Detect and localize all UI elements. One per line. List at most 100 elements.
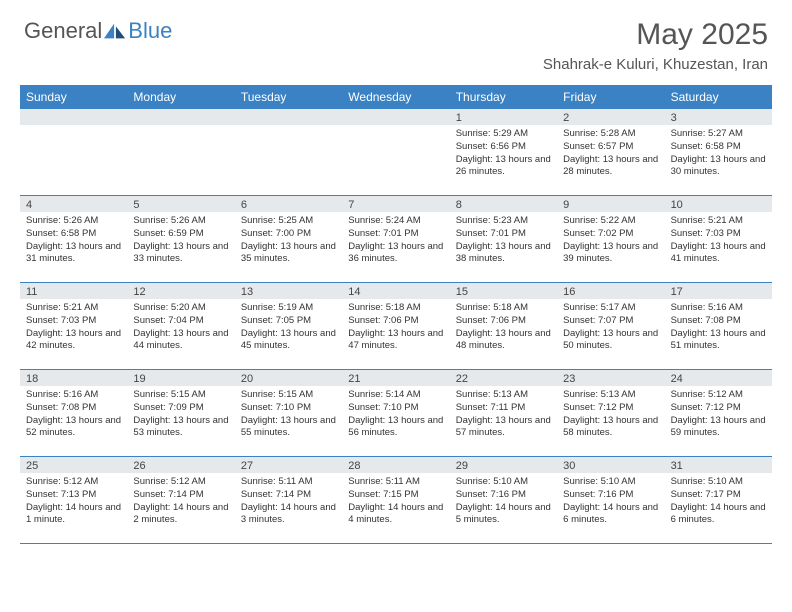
day-details: Sunrise: 5:17 AMSunset: 7:07 PMDaylight:…: [557, 299, 664, 357]
dow-friday: Friday: [557, 85, 664, 109]
day-number: 5: [127, 196, 234, 212]
day-details: Sunrise: 5:16 AMSunset: 7:08 PMDaylight:…: [20, 386, 127, 444]
sunrise-text: Sunrise: 5:26 AM: [133, 215, 228, 228]
dow-saturday: Saturday: [665, 85, 772, 109]
sunset-text: Sunset: 7:09 PM: [133, 402, 228, 415]
daylight-text: Daylight: 13 hours and 52 minutes.: [26, 415, 121, 441]
day-details: Sunrise: 5:10 AMSunset: 7:17 PMDaylight:…: [665, 473, 772, 531]
day-number: 15: [450, 283, 557, 299]
sunset-text: Sunset: 6:57 PM: [563, 141, 658, 154]
sunset-text: Sunset: 6:58 PM: [26, 228, 121, 241]
day-number: [127, 109, 234, 125]
daylight-text: Daylight: 14 hours and 6 minutes.: [563, 502, 658, 528]
daylight-text: Daylight: 13 hours and 35 minutes.: [241, 241, 336, 267]
day-number: 13: [235, 283, 342, 299]
day-cell: [127, 109, 234, 195]
day-details: Sunrise: 5:14 AMSunset: 7:10 PMDaylight:…: [342, 386, 449, 444]
day-cell: 23Sunrise: 5:13 AMSunset: 7:12 PMDayligh…: [557, 370, 664, 456]
sunset-text: Sunset: 7:02 PM: [563, 228, 658, 241]
dow-monday: Monday: [127, 85, 234, 109]
sunrise-text: Sunrise: 5:12 AM: [671, 389, 766, 402]
day-details: Sunrise: 5:16 AMSunset: 7:08 PMDaylight:…: [665, 299, 772, 357]
sunrise-text: Sunrise: 5:21 AM: [671, 215, 766, 228]
day-details: Sunrise: 5:26 AMSunset: 6:59 PMDaylight:…: [127, 212, 234, 270]
day-number: 10: [665, 196, 772, 212]
day-cell: 7Sunrise: 5:24 AMSunset: 7:01 PMDaylight…: [342, 196, 449, 282]
sunrise-text: Sunrise: 5:20 AM: [133, 302, 228, 315]
sunset-text: Sunset: 7:13 PM: [26, 489, 121, 502]
month-title: May 2025: [543, 18, 768, 52]
day-details: Sunrise: 5:20 AMSunset: 7:04 PMDaylight:…: [127, 299, 234, 357]
day-cell: 31Sunrise: 5:10 AMSunset: 7:17 PMDayligh…: [665, 457, 772, 543]
day-number: 20: [235, 370, 342, 386]
day-details: Sunrise: 5:28 AMSunset: 6:57 PMDaylight:…: [557, 125, 664, 183]
sunset-text: Sunset: 7:05 PM: [241, 315, 336, 328]
sunrise-text: Sunrise: 5:18 AM: [456, 302, 551, 315]
day-cell: 10Sunrise: 5:21 AMSunset: 7:03 PMDayligh…: [665, 196, 772, 282]
day-cell: 24Sunrise: 5:12 AMSunset: 7:12 PMDayligh…: [665, 370, 772, 456]
dow-tuesday: Tuesday: [235, 85, 342, 109]
day-details: Sunrise: 5:12 AMSunset: 7:14 PMDaylight:…: [127, 473, 234, 531]
day-number: 24: [665, 370, 772, 386]
day-details: Sunrise: 5:25 AMSunset: 7:00 PMDaylight:…: [235, 212, 342, 270]
day-details: Sunrise: 5:18 AMSunset: 7:06 PMDaylight:…: [342, 299, 449, 357]
day-cell: 22Sunrise: 5:13 AMSunset: 7:11 PMDayligh…: [450, 370, 557, 456]
day-cell: 16Sunrise: 5:17 AMSunset: 7:07 PMDayligh…: [557, 283, 664, 369]
day-cell: 15Sunrise: 5:18 AMSunset: 7:06 PMDayligh…: [450, 283, 557, 369]
day-cell: 18Sunrise: 5:16 AMSunset: 7:08 PMDayligh…: [20, 370, 127, 456]
day-details: Sunrise: 5:21 AMSunset: 7:03 PMDaylight:…: [665, 212, 772, 270]
sunrise-text: Sunrise: 5:10 AM: [456, 476, 551, 489]
day-number: 17: [665, 283, 772, 299]
day-details: Sunrise: 5:18 AMSunset: 7:06 PMDaylight:…: [450, 299, 557, 357]
day-cell: 8Sunrise: 5:23 AMSunset: 7:01 PMDaylight…: [450, 196, 557, 282]
day-number: 9: [557, 196, 664, 212]
day-cell: 6Sunrise: 5:25 AMSunset: 7:00 PMDaylight…: [235, 196, 342, 282]
day-number: 3: [665, 109, 772, 125]
day-cell: 12Sunrise: 5:20 AMSunset: 7:04 PMDayligh…: [127, 283, 234, 369]
day-cell: 2Sunrise: 5:28 AMSunset: 6:57 PMDaylight…: [557, 109, 664, 195]
sunset-text: Sunset: 7:10 PM: [241, 402, 336, 415]
day-details: Sunrise: 5:22 AMSunset: 7:02 PMDaylight:…: [557, 212, 664, 270]
sunset-text: Sunset: 7:06 PM: [456, 315, 551, 328]
day-number: [342, 109, 449, 125]
day-details: Sunrise: 5:11 AMSunset: 7:14 PMDaylight:…: [235, 473, 342, 531]
day-details: Sunrise: 5:10 AMSunset: 7:16 PMDaylight:…: [450, 473, 557, 531]
daylight-text: Daylight: 13 hours and 42 minutes.: [26, 328, 121, 354]
day-number: 26: [127, 457, 234, 473]
sunrise-text: Sunrise: 5:13 AM: [563, 389, 658, 402]
day-number: 18: [20, 370, 127, 386]
daylight-text: Daylight: 13 hours and 48 minutes.: [456, 328, 551, 354]
day-details: Sunrise: 5:24 AMSunset: 7:01 PMDaylight:…: [342, 212, 449, 270]
day-cell: [235, 109, 342, 195]
day-cell: 1Sunrise: 5:29 AMSunset: 6:56 PMDaylight…: [450, 109, 557, 195]
sunset-text: Sunset: 7:06 PM: [348, 315, 443, 328]
sunset-text: Sunset: 7:14 PM: [241, 489, 336, 502]
day-cell: 29Sunrise: 5:10 AMSunset: 7:16 PMDayligh…: [450, 457, 557, 543]
day-cell: 19Sunrise: 5:15 AMSunset: 7:09 PMDayligh…: [127, 370, 234, 456]
sunset-text: Sunset: 6:56 PM: [456, 141, 551, 154]
sunrise-text: Sunrise: 5:26 AM: [26, 215, 121, 228]
sunrise-text: Sunrise: 5:11 AM: [241, 476, 336, 489]
daylight-text: Daylight: 14 hours and 3 minutes.: [241, 502, 336, 528]
day-cell: 28Sunrise: 5:11 AMSunset: 7:15 PMDayligh…: [342, 457, 449, 543]
daylight-text: Daylight: 13 hours and 50 minutes.: [563, 328, 658, 354]
sunrise-text: Sunrise: 5:29 AM: [456, 128, 551, 141]
brand-sail-icon: [104, 23, 126, 39]
daylight-text: Daylight: 13 hours and 39 minutes.: [563, 241, 658, 267]
day-details: Sunrise: 5:11 AMSunset: 7:15 PMDaylight:…: [342, 473, 449, 531]
day-number: 22: [450, 370, 557, 386]
day-number: 27: [235, 457, 342, 473]
day-cell: 20Sunrise: 5:15 AMSunset: 7:10 PMDayligh…: [235, 370, 342, 456]
sunset-text: Sunset: 7:10 PM: [348, 402, 443, 415]
day-number: 23: [557, 370, 664, 386]
sunrise-text: Sunrise: 5:15 AM: [241, 389, 336, 402]
sunset-text: Sunset: 7:16 PM: [456, 489, 551, 502]
sunrise-text: Sunrise: 5:16 AM: [671, 302, 766, 315]
sunset-text: Sunset: 7:12 PM: [671, 402, 766, 415]
day-cell: 14Sunrise: 5:18 AMSunset: 7:06 PMDayligh…: [342, 283, 449, 369]
day-cell: 30Sunrise: 5:10 AMSunset: 7:16 PMDayligh…: [557, 457, 664, 543]
sunrise-text: Sunrise: 5:19 AM: [241, 302, 336, 315]
sunrise-text: Sunrise: 5:14 AM: [348, 389, 443, 402]
day-number: 2: [557, 109, 664, 125]
day-number: 21: [342, 370, 449, 386]
